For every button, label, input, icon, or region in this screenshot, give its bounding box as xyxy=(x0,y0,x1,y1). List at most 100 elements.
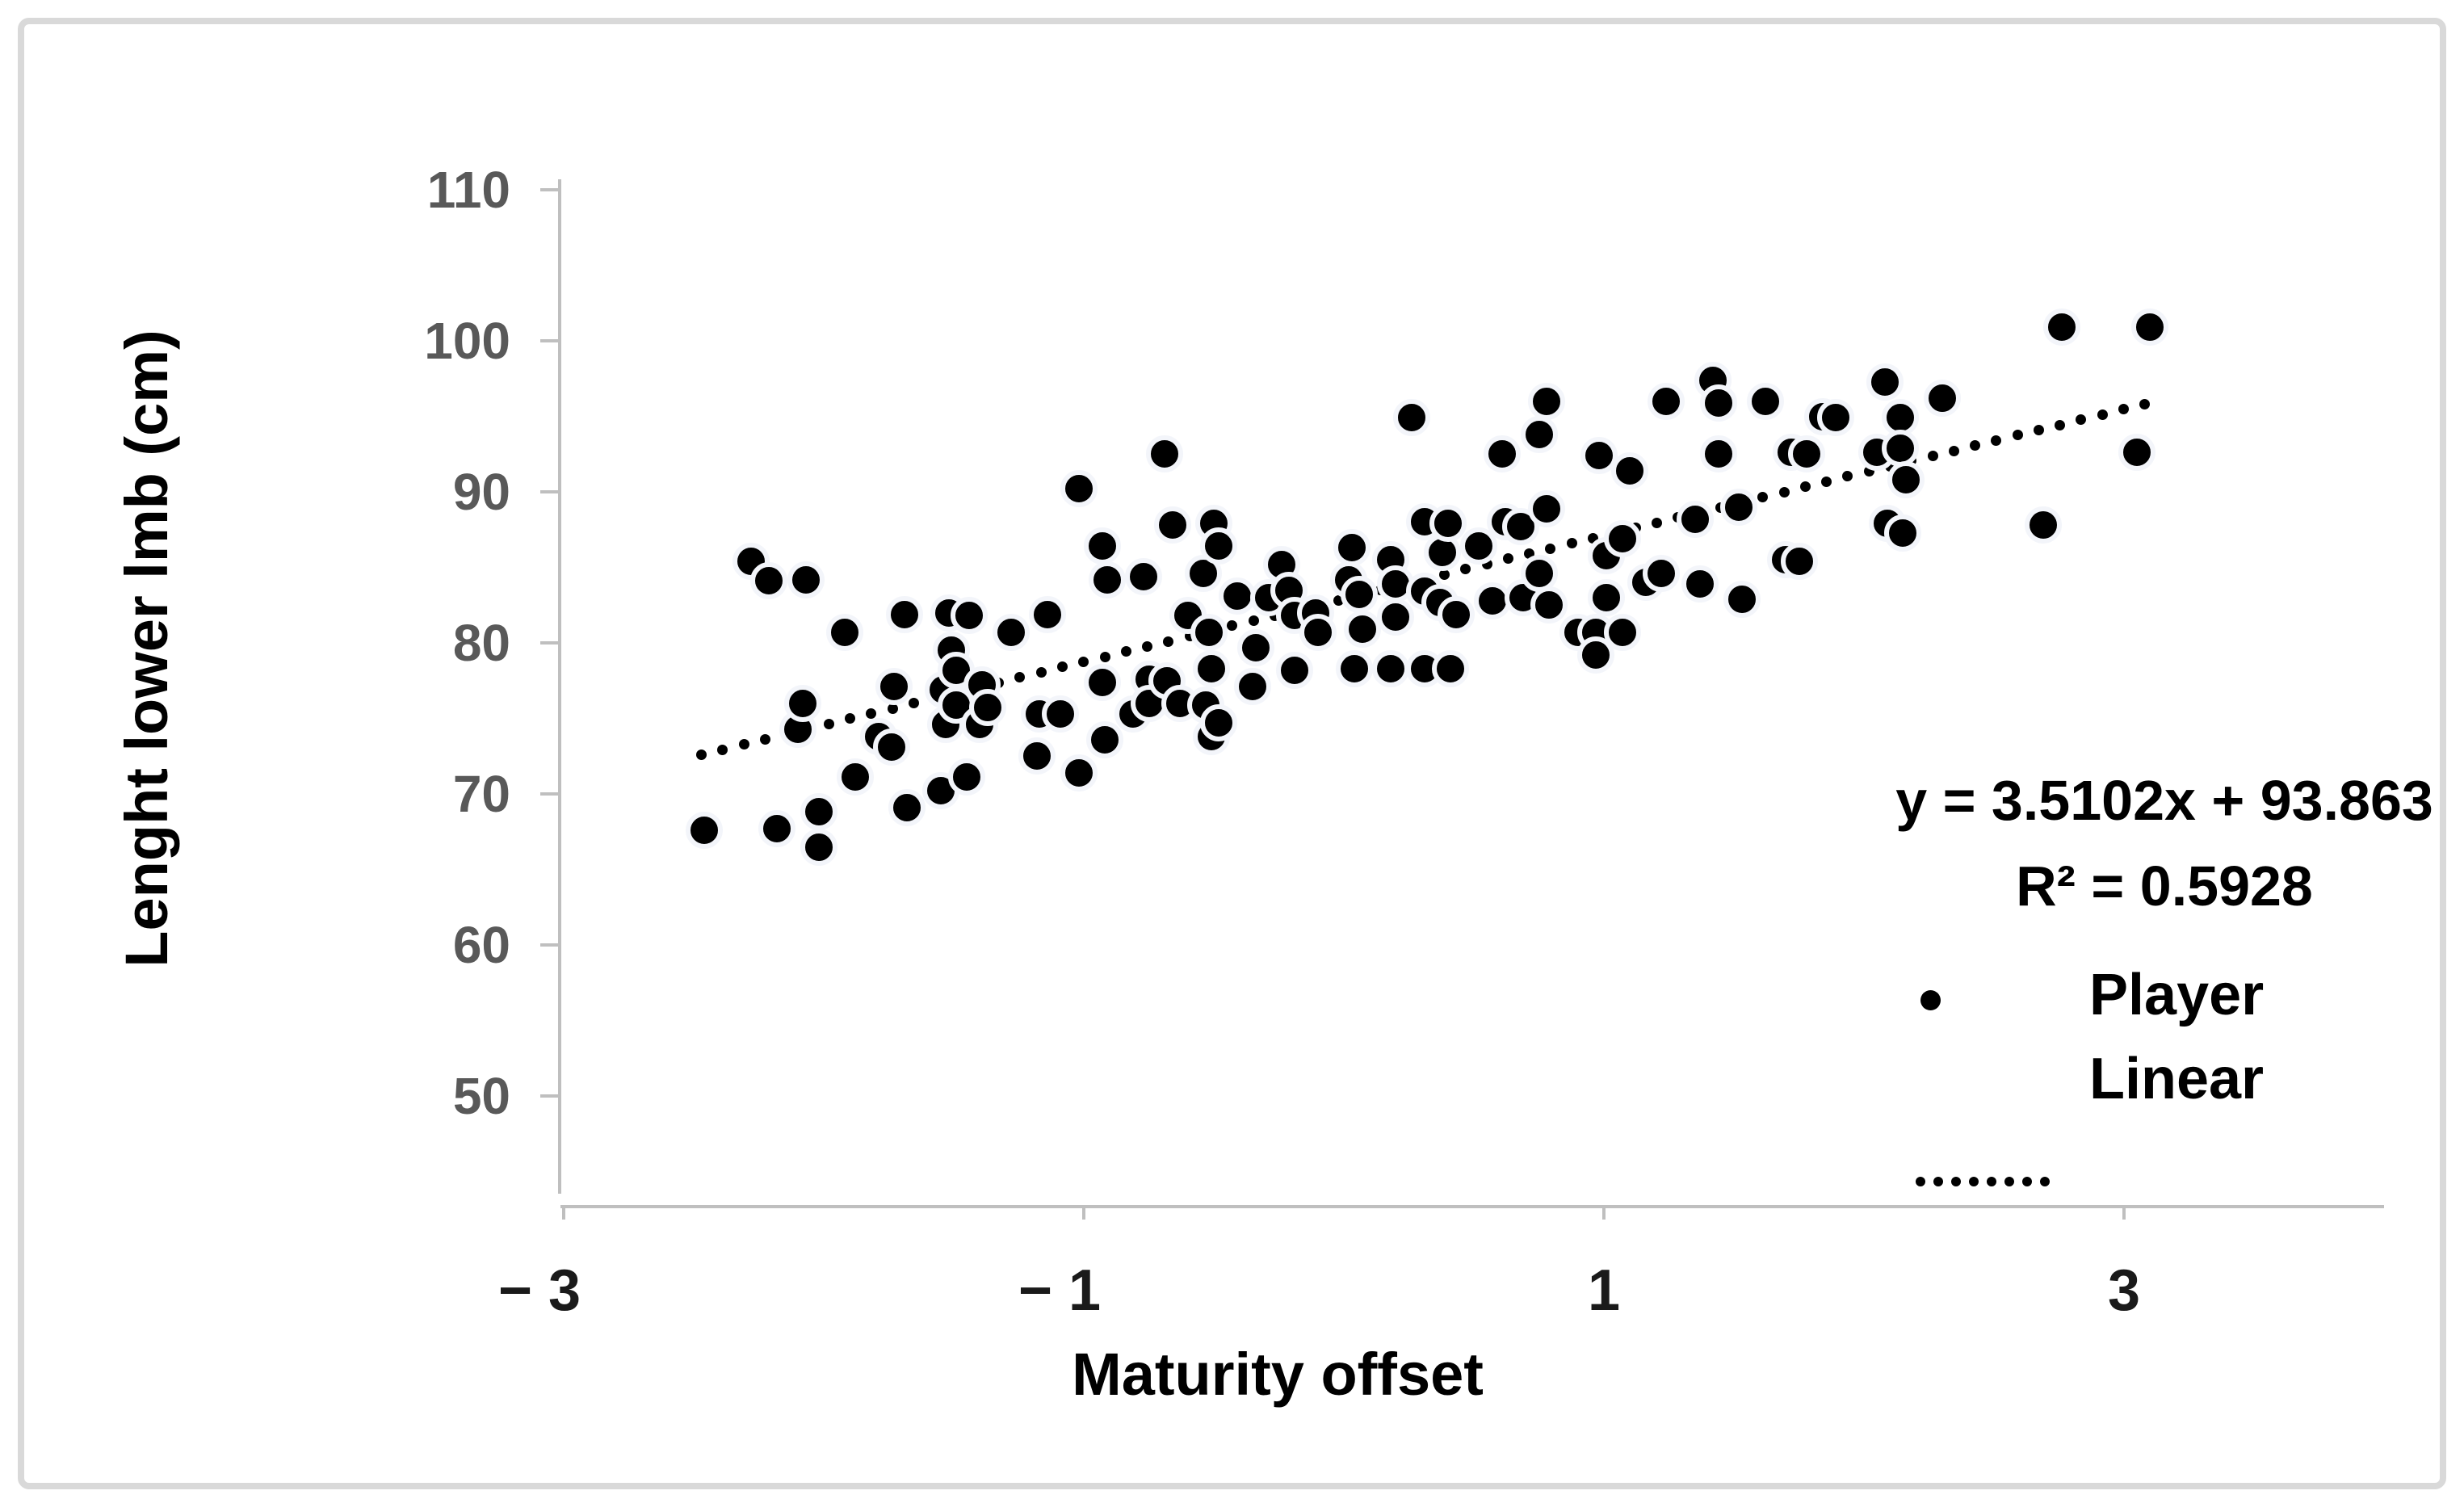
trendline-dot xyxy=(1821,476,1832,487)
player-point xyxy=(800,828,837,866)
player-point xyxy=(1060,470,1098,508)
y-tick-label-50: 50 xyxy=(452,1067,510,1125)
y-tick-label-110: 110 xyxy=(426,161,510,219)
player-point xyxy=(1588,578,1626,616)
player-point xyxy=(1530,586,1568,624)
player-point xyxy=(1923,380,1961,418)
trendline-dot xyxy=(1757,491,1769,502)
player-point xyxy=(685,811,723,849)
trendline-dot xyxy=(1460,564,1471,575)
player-point xyxy=(875,668,913,706)
player-marker-icon xyxy=(1920,990,1941,1010)
trendline-dot xyxy=(1099,651,1110,662)
legend-dash-dot xyxy=(1951,1177,1961,1186)
player-point xyxy=(888,788,926,826)
player-point xyxy=(992,613,1030,651)
player-point xyxy=(1603,520,1641,557)
player-point xyxy=(2131,309,2169,346)
player-point xyxy=(1341,576,1379,614)
player-point xyxy=(1528,489,1566,527)
trendline-dot xyxy=(909,698,919,709)
player-point xyxy=(1681,565,1719,603)
trendline-dot xyxy=(1120,646,1131,657)
player-point xyxy=(758,810,795,847)
trendline-dot xyxy=(717,744,728,755)
trendline-dot xyxy=(1056,661,1068,673)
trendline-dot xyxy=(1799,481,1811,493)
y-tick-label-60: 60 xyxy=(452,916,510,974)
trendline-dot xyxy=(2097,409,2108,420)
player-point xyxy=(750,562,788,600)
player-point xyxy=(885,595,923,633)
x-tick--1 xyxy=(1082,1208,1085,1220)
equation-line: y = 3.5102x + 93.863 xyxy=(1895,769,2433,832)
player-point xyxy=(1060,754,1098,791)
player-point xyxy=(1432,649,1469,687)
r-squared-line: R² = 0.5928 xyxy=(2016,854,2313,917)
player-point xyxy=(1200,527,1238,565)
trendline-equation: y = 3.5102x + 93.863 R² = 0.5928 xyxy=(1882,758,2447,929)
player-point xyxy=(872,729,910,766)
player-point xyxy=(2025,506,2063,544)
linear-dotted-line-icon xyxy=(1916,1177,2053,1187)
player-point xyxy=(825,613,863,651)
player-point xyxy=(1299,613,1337,651)
player-point xyxy=(1780,543,1818,580)
trendline-dot xyxy=(1014,672,1026,683)
trendline-dot xyxy=(2139,399,2151,409)
player-point xyxy=(1343,611,1381,649)
trendline-dot xyxy=(2076,414,2087,426)
x-tick--3 xyxy=(562,1208,565,1220)
x-tick-1 xyxy=(1602,1208,1606,1220)
trendline-dot xyxy=(887,703,898,714)
player-point xyxy=(1145,435,1183,473)
player-point xyxy=(1642,555,1680,592)
player-point xyxy=(1676,500,1714,538)
x-tick-label-3: 3 xyxy=(2107,1258,2141,1323)
y-tick-90 xyxy=(540,490,560,493)
trendline-dot xyxy=(1142,640,1153,652)
player-point xyxy=(1192,649,1230,687)
y-tick-110 xyxy=(540,188,560,191)
player-point xyxy=(1089,561,1126,598)
player-point xyxy=(1429,505,1467,543)
player-point xyxy=(2118,434,2156,472)
y-tick-60 xyxy=(540,943,560,947)
player-point xyxy=(1520,415,1558,453)
player-point xyxy=(1648,382,1685,420)
trendline-dot xyxy=(845,713,856,724)
trendline-dot xyxy=(1078,657,1089,667)
y-tick-label-90: 90 xyxy=(452,463,510,521)
trendline-dot xyxy=(823,718,834,729)
player-point xyxy=(787,561,825,598)
x-tick-label--1: − 1 xyxy=(1018,1258,1102,1323)
player-point xyxy=(1437,595,1475,633)
player-point xyxy=(1372,649,1409,687)
player-point xyxy=(1699,435,1737,473)
player-point xyxy=(836,758,874,796)
legend-dash-dot xyxy=(2022,1177,2032,1186)
trendline-dot xyxy=(1948,445,1959,456)
player-point xyxy=(1887,461,1925,498)
trendline-dot xyxy=(1545,543,1556,554)
player-point xyxy=(1236,628,1274,666)
trendline-dot xyxy=(1439,569,1450,580)
player-point xyxy=(1200,704,1238,742)
x-tick-3 xyxy=(2122,1208,2126,1220)
trendline-dot xyxy=(1502,553,1513,565)
legend: Player Linear xyxy=(1890,953,2374,1186)
y-tick-80 xyxy=(540,641,560,645)
trendline-dot xyxy=(1035,666,1047,678)
player-point xyxy=(1720,488,1758,526)
player-point xyxy=(1125,557,1163,595)
player-point xyxy=(1335,649,1373,687)
legend-dash-dot xyxy=(2004,1177,2014,1186)
y-tick-label-80: 80 xyxy=(452,614,510,672)
player-point xyxy=(1611,451,1649,489)
legend-dash-dot xyxy=(1933,1177,1943,1186)
player-point xyxy=(1580,437,1618,475)
y-axis-title: Lenght lower lmb (cm) xyxy=(113,330,180,968)
player-point xyxy=(968,689,1006,727)
legend-linear-label: Linear xyxy=(2089,1047,2265,1111)
player-point xyxy=(1746,382,1784,420)
